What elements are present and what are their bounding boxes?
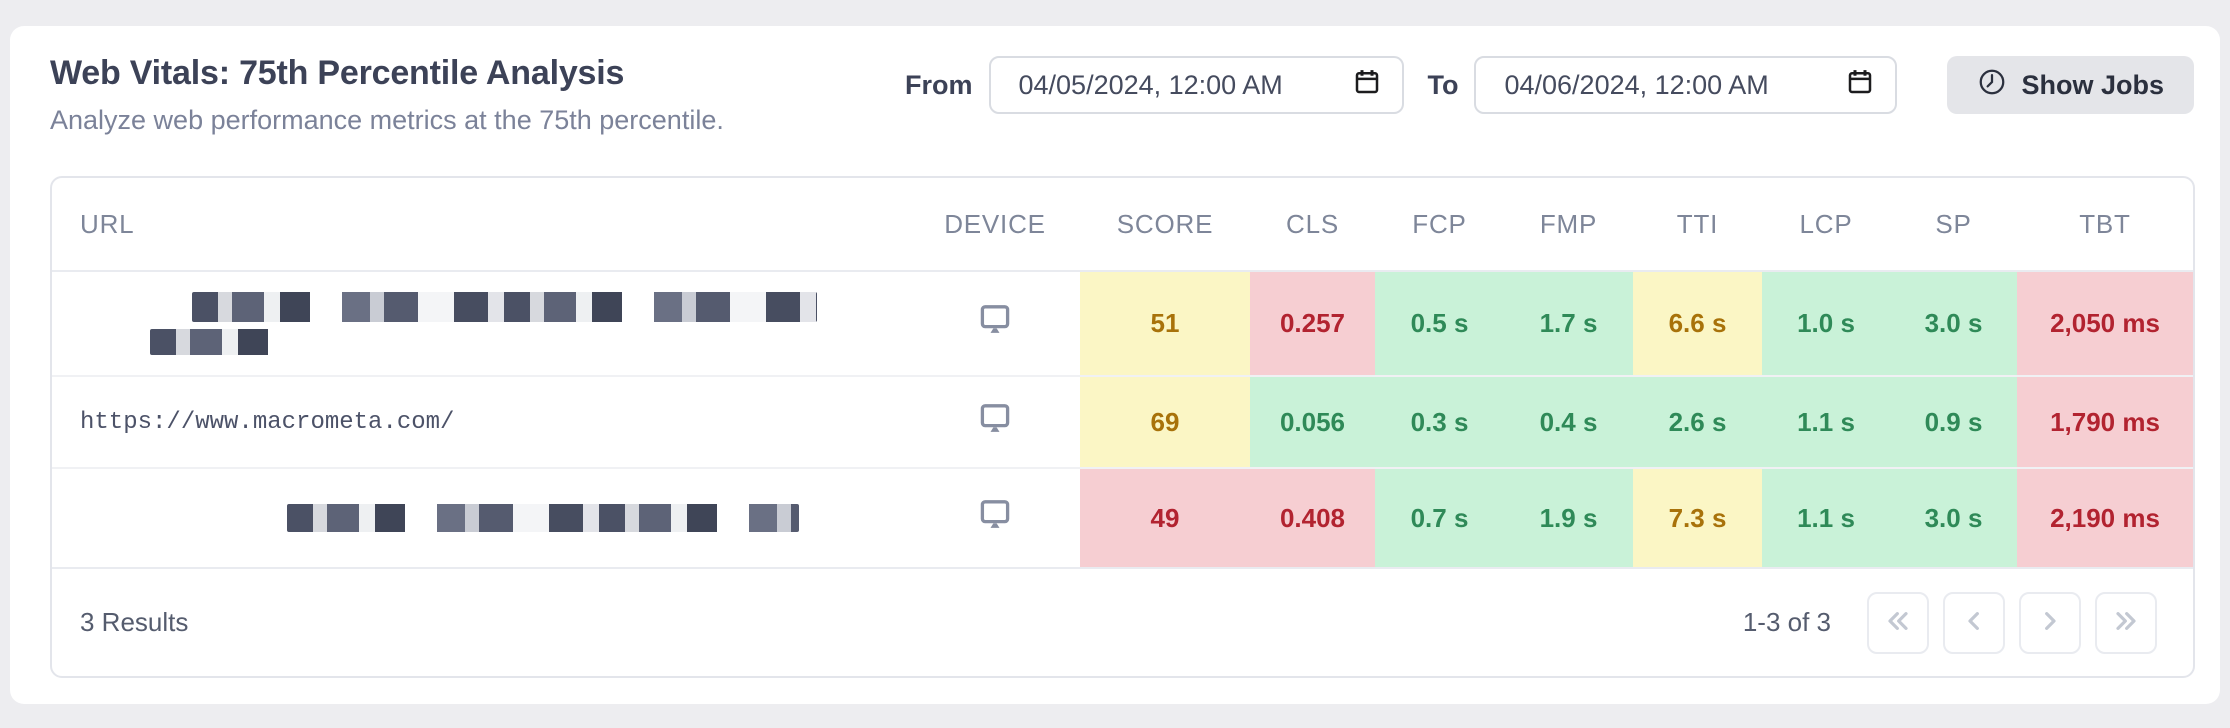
- fcp-cell: 0.5 s: [1375, 272, 1504, 375]
- fcp-cell: 0.7 s: [1375, 469, 1504, 567]
- redacted-url: [80, 292, 817, 355]
- lcp-cell: 1.0 s: [1762, 272, 1890, 375]
- desktop-monitor-icon: [977, 497, 1013, 540]
- column-header-fcp: FCP: [1412, 208, 1467, 239]
- redaction-bar: [192, 292, 817, 322]
- url-cell: https://www.macrometa.com/: [80, 408, 455, 436]
- column-header-sp: SP: [1935, 208, 1972, 239]
- score-cell: 69: [1080, 377, 1250, 467]
- column-header-device: DEVICE: [944, 208, 1046, 239]
- sp-cell: 3.0 s: [1890, 272, 2017, 375]
- date-range-controls: From 04/05/2024, 12:00 AM To 04/06/2024,…: [905, 56, 2194, 114]
- device-cell: [910, 377, 1080, 467]
- fcp-cell: 0.3 s: [1375, 377, 1504, 467]
- results-count: 3 Results: [80, 607, 189, 637]
- page-title: Web Vitals: 75th Percentile Analysis: [50, 54, 625, 92]
- web-vitals-table: URL DEVICE SCORE CLS FCP FMP TTI LCP SP …: [50, 176, 2195, 678]
- table-row: https://www.macrometa.com/ 69 0.056 0.3 …: [52, 375, 2193, 467]
- previous-page-button[interactable]: [1943, 591, 2005, 654]
- device-cell: [910, 272, 1080, 375]
- to-date-value: 04/06/2024, 12:00 AM: [1504, 69, 1769, 100]
- device-cell: [910, 469, 1080, 567]
- column-header-cls: CLS: [1286, 208, 1339, 239]
- column-header-lcp: LCP: [1799, 208, 1853, 239]
- url-cell-redacted: [52, 469, 910, 567]
- desktop-monitor-icon: [977, 401, 1013, 444]
- column-header-fmp: FMP: [1539, 208, 1598, 239]
- from-date-value: 04/05/2024, 12:00 AM: [1018, 69, 1283, 100]
- column-header-tti: TTI: [1676, 208, 1719, 239]
- url-cell-redacted: [52, 272, 910, 375]
- chevron-left-icon: [1958, 605, 1990, 640]
- show-jobs-button[interactable]: Show Jobs: [1947, 56, 2194, 114]
- cls-cell: 0.056: [1250, 377, 1375, 467]
- tti-cell: 2.6 s: [1633, 377, 1762, 467]
- web-vitals-card: Web Vitals: 75th Percentile Analysis Ana…: [10, 26, 2220, 704]
- sp-cell: 3.0 s: [1890, 469, 2017, 567]
- column-header-tbt: TBT: [2079, 208, 2131, 239]
- title-block: Web Vitals: 75th Percentile Analysis Ana…: [50, 54, 905, 136]
- from-label: From: [905, 69, 973, 100]
- chevron-right-icon: [2034, 605, 2066, 640]
- cls-cell: 0.408: [1250, 469, 1375, 567]
- first-page-button[interactable]: [1867, 591, 1929, 654]
- tti-cell: 6.6 s: [1633, 272, 1762, 375]
- table-row: 51 0.257 0.5 s 1.7 s 6.6 s 1.0 s 3.0 s 2…: [52, 272, 2193, 375]
- calendar-icon[interactable]: [1352, 67, 1382, 104]
- column-header-score: SCORE: [1116, 208, 1214, 239]
- clock-icon: [1977, 67, 2007, 104]
- calendar-icon[interactable]: [1845, 67, 1875, 104]
- column-header-url: URL: [80, 208, 135, 239]
- lcp-cell: 1.1 s: [1762, 377, 1890, 467]
- desktop-monitor-icon: [977, 302, 1013, 345]
- last-page-button[interactable]: [2095, 591, 2157, 654]
- to-label: To: [1427, 69, 1459, 100]
- chevron-double-right-icon: [2110, 605, 2142, 640]
- fmp-cell: 1.9 s: [1504, 469, 1633, 567]
- score-cell: 51: [1080, 272, 1250, 375]
- tbt-cell: 2,050 ms: [2017, 272, 2193, 375]
- from-date-input[interactable]: 04/05/2024, 12:00 AM: [988, 56, 1404, 114]
- page-subtitle: Analyze web performance metrics at the 7…: [50, 105, 724, 135]
- pagination-range: 1-3 of 3: [1742, 607, 1831, 637]
- to-date-input[interactable]: 04/06/2024, 12:00 AM: [1474, 56, 1898, 114]
- table-header-row: URL DEVICE SCORE CLS FCP FMP TTI LCP SP …: [52, 178, 2193, 272]
- tbt-cell: 1,790 ms: [2017, 377, 2193, 467]
- sp-cell: 0.9 s: [1890, 377, 2017, 467]
- next-page-button[interactable]: [2019, 591, 2081, 654]
- cls-cell: 0.257: [1250, 272, 1375, 375]
- fmp-cell: 0.4 s: [1504, 377, 1633, 467]
- redaction-bar: [287, 504, 799, 532]
- lcp-cell: 1.1 s: [1762, 469, 1890, 567]
- card-header: Web Vitals: 75th Percentile Analysis Ana…: [10, 26, 2220, 136]
- show-jobs-label: Show Jobs: [2021, 69, 2164, 100]
- tti-cell: 7.3 s: [1633, 469, 1762, 567]
- chevron-double-left-icon: [1882, 605, 1914, 640]
- fmp-cell: 1.7 s: [1504, 272, 1633, 375]
- tbt-cell: 2,190 ms: [2017, 469, 2193, 567]
- table-footer: 3 Results 1-3 of 3: [52, 567, 2193, 676]
- table-row: 49 0.408 0.7 s 1.9 s 7.3 s 1.1 s 3.0 s 2…: [52, 467, 2193, 567]
- score-cell: 49: [1080, 469, 1250, 567]
- redaction-bar: [150, 329, 281, 355]
